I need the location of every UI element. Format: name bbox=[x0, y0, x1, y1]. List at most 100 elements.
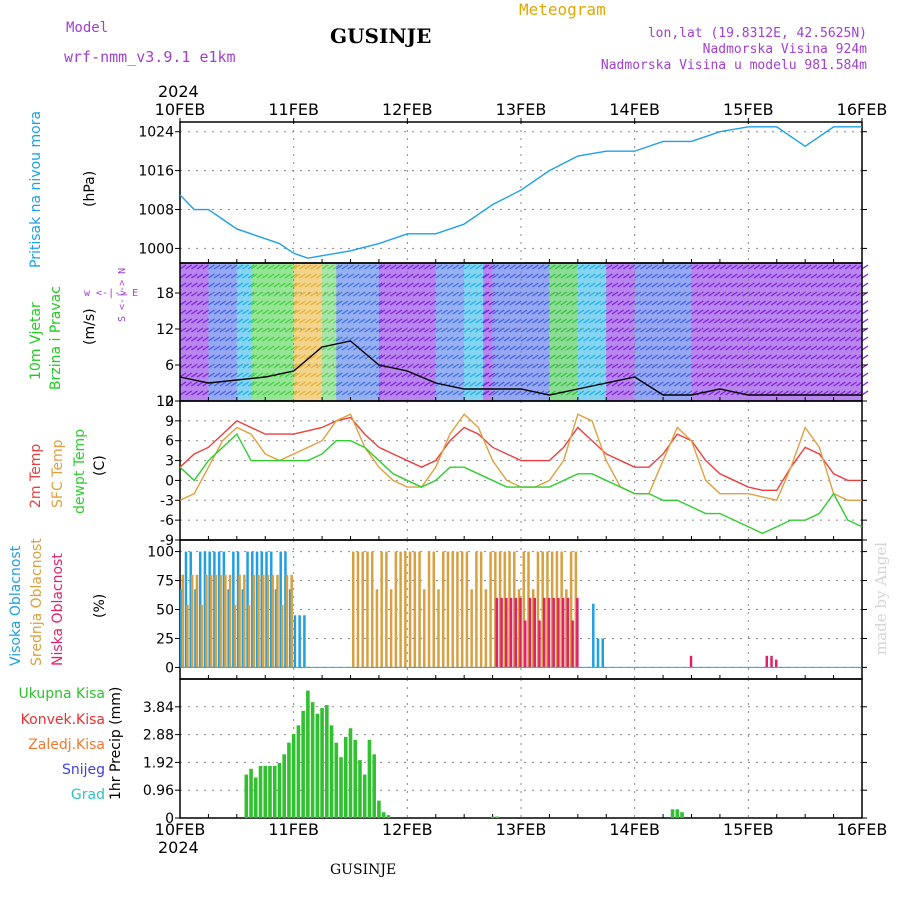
wind-barb bbox=[850, 327, 857, 333]
wind-barb bbox=[583, 336, 590, 342]
cloud-label-high: Visoka Oblacnost bbox=[8, 545, 24, 666]
wind-barb bbox=[543, 345, 551, 351]
wind-barb bbox=[236, 381, 244, 387]
wind-barb bbox=[208, 309, 215, 315]
wind-barb bbox=[861, 345, 869, 351]
wind-barb bbox=[213, 327, 221, 333]
wind-barb bbox=[577, 372, 585, 378]
wind-barb bbox=[787, 336, 795, 342]
wind-barb bbox=[482, 381, 490, 387]
wind-barb bbox=[412, 354, 420, 360]
wind-barb bbox=[262, 381, 269, 387]
wind-barb bbox=[196, 390, 204, 396]
wind-barb bbox=[370, 264, 377, 270]
wind-barb bbox=[384, 381, 391, 387]
wind-barb bbox=[526, 354, 534, 360]
wind-barb bbox=[634, 309, 642, 315]
wind-barb bbox=[424, 354, 431, 360]
wind-barb bbox=[230, 345, 238, 351]
wind-barb bbox=[435, 282, 443, 288]
wind-barb bbox=[352, 309, 360, 315]
wind-barb bbox=[267, 291, 275, 297]
wind-unit: (m/s) bbox=[82, 308, 98, 345]
wind-barb bbox=[634, 300, 642, 306]
cloud-bar bbox=[213, 551, 216, 668]
wind-barb bbox=[316, 291, 323, 297]
wind-barb bbox=[395, 363, 403, 369]
wind-barb bbox=[185, 336, 193, 342]
wind-barb bbox=[242, 300, 249, 306]
cloud-bar bbox=[596, 638, 600, 668]
wind-barb bbox=[600, 264, 607, 270]
cloud-bar bbox=[251, 551, 254, 668]
wind-barb bbox=[668, 291, 676, 297]
wind-barb bbox=[611, 354, 619, 360]
wind-barb bbox=[185, 327, 193, 333]
wind-barb bbox=[482, 264, 490, 270]
wind-barb bbox=[179, 264, 187, 270]
wind-barb bbox=[406, 282, 414, 288]
wind-barb bbox=[821, 336, 829, 342]
wind-barb bbox=[691, 345, 698, 351]
wind-barb bbox=[364, 345, 372, 351]
wind-barb bbox=[588, 291, 596, 297]
wind-barb bbox=[543, 354, 551, 360]
precip-bar bbox=[670, 809, 675, 818]
wind-barb bbox=[742, 381, 750, 387]
wind-barb bbox=[628, 282, 636, 288]
wind-barb bbox=[446, 309, 454, 315]
wind-barb bbox=[185, 381, 193, 387]
wind-barb bbox=[668, 273, 676, 279]
wind-barb bbox=[497, 363, 505, 369]
wind-barb bbox=[526, 309, 534, 315]
wind-barb bbox=[549, 363, 556, 369]
wind-barb bbox=[389, 291, 397, 297]
wind-barb bbox=[821, 318, 829, 324]
wind-barb bbox=[520, 354, 528, 360]
wind-barb bbox=[799, 336, 806, 342]
wind-barb bbox=[736, 318, 744, 324]
wind-barb bbox=[850, 318, 857, 324]
wind-barb bbox=[549, 318, 556, 324]
wind-barb bbox=[384, 390, 391, 396]
wind-barb bbox=[753, 327, 761, 333]
wind-barb bbox=[341, 381, 349, 387]
date-label-top: 16FEB bbox=[837, 100, 888, 119]
wind-barb bbox=[691, 363, 698, 369]
wind-barb bbox=[273, 327, 281, 333]
wind-barb bbox=[293, 354, 301, 360]
wind-barb bbox=[219, 327, 227, 333]
wind-barb bbox=[475, 264, 482, 270]
wind-barb bbox=[674, 282, 681, 288]
wind-barb bbox=[458, 327, 465, 333]
wind-barb bbox=[554, 273, 562, 279]
wind-barb bbox=[583, 273, 590, 279]
wind-barb bbox=[804, 318, 812, 324]
wind-barb bbox=[352, 390, 360, 396]
cloud-bar bbox=[536, 551, 540, 668]
wind-barb bbox=[844, 381, 852, 387]
cloud-bar bbox=[190, 574, 194, 668]
wind-barb bbox=[770, 300, 778, 306]
wind-barb bbox=[213, 291, 221, 297]
wind-barb bbox=[793, 264, 801, 270]
wind-barb bbox=[364, 372, 372, 378]
wind-barb bbox=[256, 390, 264, 396]
wind-barb bbox=[622, 273, 630, 279]
wind-barb bbox=[395, 318, 403, 324]
wind-barb bbox=[577, 291, 585, 297]
wind-barb bbox=[730, 264, 738, 270]
wind-barb bbox=[497, 327, 505, 333]
wind-barb bbox=[424, 273, 431, 279]
wind-barb bbox=[213, 318, 221, 324]
wind-barb bbox=[267, 309, 275, 315]
wind-barb bbox=[844, 345, 852, 351]
wind-barb bbox=[482, 291, 490, 297]
wind-barb bbox=[395, 336, 403, 342]
wind-barb bbox=[347, 327, 355, 333]
cloud-bar bbox=[208, 551, 211, 668]
wind-barb bbox=[179, 390, 187, 396]
wind-barb bbox=[685, 282, 693, 288]
wind-barb bbox=[651, 300, 659, 306]
wind-barb bbox=[844, 372, 852, 378]
